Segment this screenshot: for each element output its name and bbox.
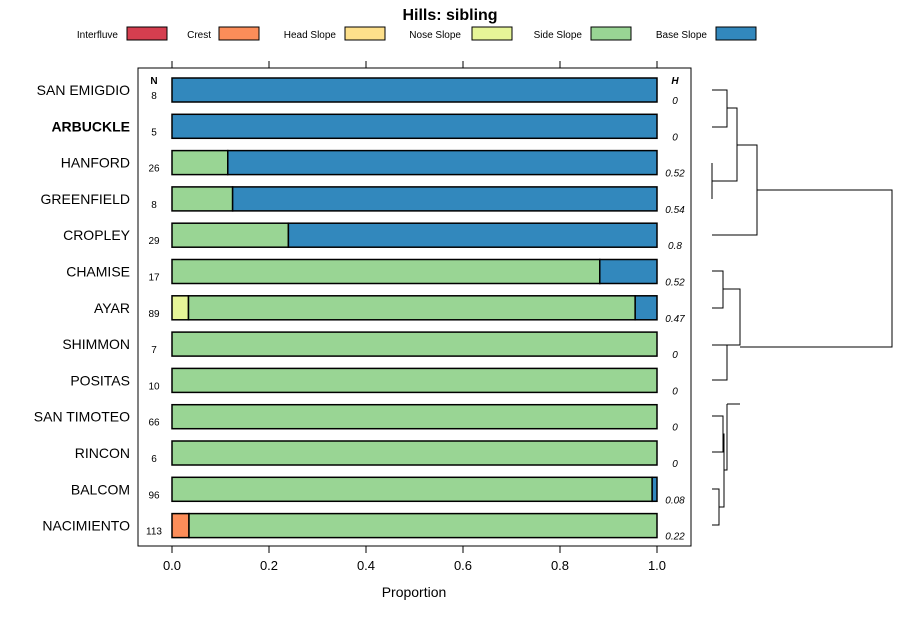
- bar-segment: [227, 149, 658, 176]
- bar-segment: [171, 476, 653, 503]
- bar-segment: [171, 331, 658, 357]
- dendrogram: [711, 89, 893, 526]
- dendrogram-link: [712, 345, 728, 381]
- row-label: SHIMMON: [62, 336, 130, 352]
- row-label: BALCOM: [71, 481, 130, 497]
- dendrogram-link: [712, 488, 720, 526]
- bar-segment: [634, 295, 658, 321]
- plot-frame: [137, 67, 692, 547]
- bar-segment: [171, 295, 190, 321]
- n-value: 5: [151, 127, 157, 138]
- bar-segment: [171, 440, 658, 466]
- bar-segment: [599, 258, 658, 285]
- dendrogram-link: [724, 404, 728, 471]
- legend-swatch: [471, 26, 513, 41]
- bar-segment: [171, 403, 658, 430]
- row-label: HANFORD: [61, 155, 130, 171]
- n-value: 8: [151, 91, 157, 102]
- row-label: SAN EMIGDIO: [37, 82, 130, 98]
- h-value: 0.52: [665, 278, 685, 289]
- bar-segment: [187, 295, 636, 321]
- legend-swatch: [590, 26, 632, 41]
- h-value: 0.54: [665, 205, 685, 216]
- dendrogram-link: [712, 415, 724, 453]
- x-axis-title: Proportion: [382, 584, 447, 600]
- x-tick-label: 0.2: [260, 558, 278, 573]
- row-labels: SAN EMIGDIO 8 0 ARBUCKLE 5 0 HANFORD 26 0.52 GREE…: [34, 82, 685, 543]
- bar-segment: [651, 476, 658, 503]
- bar-segment: [171, 258, 601, 285]
- n-value: 10: [148, 381, 160, 392]
- bar-segment: [171, 222, 290, 248]
- row-label: SAN TIMOTEO: [34, 409, 130, 425]
- n-value: 8: [151, 200, 157, 211]
- h-value: 0: [672, 386, 678, 397]
- h-value: 0: [672, 96, 678, 107]
- n-value: 96: [148, 490, 160, 501]
- row-label: CROPLEY: [63, 227, 131, 243]
- row-label: AYAR: [94, 300, 130, 316]
- h-value: 0.47: [665, 314, 685, 325]
- n-value: 26: [148, 164, 160, 175]
- bars-layer: [171, 77, 658, 539]
- bar-segment: [171, 77, 658, 103]
- legend-label: Nose Slope: [409, 30, 461, 41]
- row-label: POSITAS: [70, 372, 130, 388]
- row-label: CHAMISE: [66, 264, 130, 280]
- row-label: GREENFIELD: [41, 191, 130, 207]
- bar-segment: [171, 149, 229, 176]
- dendrogram-link: [712, 107, 738, 182]
- dendrogram-link: [712, 144, 758, 236]
- legend-swatch: [126, 26, 168, 41]
- legend-label: Base Slope: [656, 30, 708, 41]
- legend-label: Head Slope: [284, 30, 337, 41]
- x-tick-label: 0.6: [454, 558, 472, 573]
- n-value: 113: [146, 527, 162, 538]
- bar-segment: [188, 512, 658, 539]
- bar-segment: [287, 222, 658, 248]
- h-value: 0: [672, 459, 678, 470]
- x-tick-label: 0.0: [163, 558, 181, 573]
- dendrogram-link: [712, 89, 728, 128]
- h-value: 0.08: [665, 495, 685, 506]
- x-tick-label: 0.8: [551, 558, 569, 573]
- h-value: 0.52: [665, 169, 685, 180]
- bar-segment: [171, 113, 658, 140]
- legend-label: Side Slope: [534, 30, 583, 41]
- legend: Interfluve Crest Head Slope Nose Slope Side …: [77, 26, 757, 41]
- row-label: RINCON: [75, 445, 130, 461]
- legend-swatch: [218, 26, 260, 41]
- row-label: ARBUCKLE: [51, 118, 130, 134]
- h-value: 0: [672, 423, 678, 434]
- n-value: 7: [151, 345, 157, 356]
- h-value: 0: [672, 350, 678, 361]
- n-value: 29: [148, 236, 160, 247]
- dendrogram-link: [740, 189, 893, 348]
- bar-segment: [231, 186, 658, 212]
- dendrogram-link: [712, 288, 741, 346]
- h-header: H: [671, 76, 679, 87]
- n-value: 66: [148, 418, 160, 429]
- n-value: 89: [148, 309, 160, 320]
- h-value: 0: [672, 132, 678, 143]
- legend-label: Interfluve: [77, 30, 119, 41]
- legend-swatch: [344, 26, 386, 41]
- legend-label: Crest: [187, 30, 211, 41]
- h-value: 0.8: [668, 241, 682, 252]
- legend-swatch: [715, 26, 757, 41]
- n-header: N: [150, 76, 157, 87]
- bar-segment: [171, 367, 658, 394]
- bar-segment: [171, 512, 190, 539]
- x-axis: 0.0 0.2 0.4 0.6 0.8 1.0: [163, 61, 666, 573]
- x-tick-label: 1.0: [648, 558, 666, 573]
- chart-title: Hills: sibling: [402, 7, 497, 24]
- dendrogram-link: [712, 270, 724, 309]
- bar-segment: [171, 186, 234, 212]
- row-label: NACIMIENTO: [42, 518, 130, 534]
- n-value: 6: [151, 454, 157, 465]
- n-value: 17: [148, 273, 160, 284]
- h-value: 0.22: [665, 532, 685, 543]
- x-tick-label: 0.4: [357, 558, 375, 573]
